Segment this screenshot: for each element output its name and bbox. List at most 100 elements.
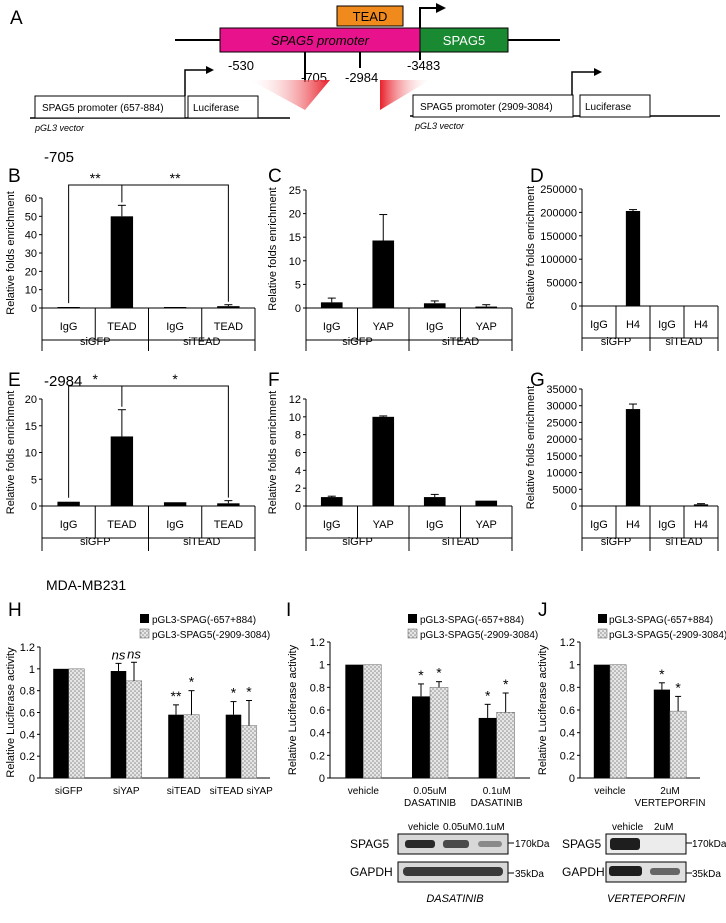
chart-h-annotation: ns bbox=[127, 646, 141, 661]
chart-b-ytick-label: 40 bbox=[25, 230, 37, 242]
chart-h-ytick-label: 0.8 bbox=[20, 686, 35, 698]
western-i-spag5-band-2 bbox=[443, 840, 469, 848]
right-promoter-label: SPAG5 promoter (2909-3084) bbox=[420, 102, 553, 113]
chart-j: 0 0.2 0.4 0.6 0.8 1 1.2 Relative Luciferase act… bbox=[537, 637, 705, 809]
right-vector-label: pGL3 vector bbox=[414, 121, 465, 131]
chart-c-group-label: siTEAD bbox=[442, 336, 479, 348]
chart-h-category-label: siTEAD bbox=[167, 786, 201, 797]
chart-e-ytick-label: 0 bbox=[31, 501, 37, 513]
left-vector-label: pGL3 vector bbox=[34, 123, 85, 133]
chart-e-group-label: siGFP bbox=[80, 536, 111, 548]
chart-g-ytick-label: 35000 bbox=[546, 384, 577, 396]
legend-h: pGL3-SPAG(-657+884) pGL3-SPAG5(-2909-308… bbox=[139, 614, 270, 641]
chart-g-ylabel: Relative folds enrichment bbox=[525, 386, 537, 510]
western-j-lane-2: 2uM bbox=[654, 822, 673, 833]
chart-e-bar bbox=[163, 502, 187, 506]
chart-c-bar bbox=[372, 240, 395, 308]
western-j-kda-35: 35kDa bbox=[692, 869, 721, 880]
chart-i-category-label-line-2: DASATINIB bbox=[404, 798, 456, 809]
chart-f-group-label: siGFP bbox=[342, 536, 373, 548]
chart-h-bar-series-1 bbox=[53, 668, 69, 778]
chart-j-annotation: * bbox=[659, 666, 665, 682]
chart-e: 0 5 10 15 20 Relative folds enrichment IgG TEAD… bbox=[5, 371, 256, 551]
chart-i-ytick-label: 0.2 bbox=[310, 750, 325, 762]
chart-g-bar bbox=[625, 409, 641, 506]
chart-h-bar-series-2 bbox=[126, 680, 143, 779]
chart-d-ytick-label: 50000 bbox=[546, 278, 577, 290]
right-promoter-box bbox=[412, 94, 574, 118]
legend-h-swatch-2 bbox=[139, 628, 150, 639]
chart-i-bar-series-2 bbox=[363, 664, 382, 779]
chart-b-sig-bracket-1 bbox=[68, 184, 123, 304]
chart-h-bar-series-1 bbox=[168, 714, 184, 778]
western-i-gapdh-band bbox=[403, 867, 503, 876]
chart-b-sig-label: ** bbox=[170, 170, 181, 186]
chart-b-category-label: IgG bbox=[60, 321, 78, 333]
right-luciferase-box bbox=[579, 94, 651, 118]
chart-d-category-label: H4 bbox=[626, 319, 640, 331]
chart-e-category-label: IgG bbox=[166, 519, 184, 531]
chart-f-bar bbox=[320, 497, 343, 506]
chart-g-category-label: IgG bbox=[590, 519, 608, 531]
chart-g-ytick-label: 25000 bbox=[546, 417, 577, 429]
chart-g: 0 5000 10000 15000 20000 25000 30000 35000 Relat… bbox=[525, 384, 719, 551]
legend-j-swatch-2 bbox=[597, 628, 608, 639]
chart-g-category-label: H4 bbox=[626, 519, 640, 531]
chart-g-category-label: H4 bbox=[694, 519, 708, 531]
chart-f-bar bbox=[372, 416, 395, 506]
chart-b-bar bbox=[57, 307, 80, 308]
chart-i-annotation: * bbox=[503, 676, 509, 692]
legend-j-label-2: pGL3-SPAG5(-2909-3084) bbox=[609, 630, 726, 641]
row-label-mdamb231: MDA-MB231 bbox=[46, 577, 126, 593]
chart-i-bar-series-1 bbox=[478, 717, 497, 778]
chart-f-category-label: YAP bbox=[476, 519, 497, 531]
chart-h-bar-series-2 bbox=[241, 725, 258, 779]
panel-letter-b: B bbox=[8, 166, 21, 187]
chart-c-category-label: YAP bbox=[476, 321, 497, 333]
western-j: vehicle 2uM SPAG5 170kDa GAPDH 35kDa VER… bbox=[562, 822, 726, 905]
row-label-705: -705 bbox=[44, 149, 74, 166]
chart-f-ytick-label: 6 bbox=[295, 448, 301, 460]
left-promoter-box bbox=[34, 95, 186, 119]
tss-arrowhead-icon bbox=[436, 3, 446, 13]
panel-letter-c: C bbox=[268, 166, 282, 187]
tead-box-label: TEAD bbox=[353, 9, 388, 24]
chart-c-ytick-label: 15 bbox=[289, 232, 301, 244]
chart-c-category-label: YAP bbox=[373, 321, 394, 333]
chart-c-category-label: IgG bbox=[323, 321, 341, 333]
chart-j-bar-series-1 bbox=[593, 664, 610, 778]
chart-i: 0 0.2 0.4 0.6 0.8 1 1.2 Relative Luciferase act… bbox=[287, 637, 530, 809]
chart-d-group-label: siGFP bbox=[601, 336, 632, 348]
right-promoter-arrow-icon bbox=[571, 71, 598, 95]
chart-b-ytick-label: 60 bbox=[25, 193, 37, 205]
chart-c-ytick-label: 5 bbox=[295, 279, 301, 291]
chart-d-category-label: H4 bbox=[694, 319, 708, 331]
chart-i-category-label: vehicle bbox=[348, 786, 380, 797]
western-i-kda-35: 35kDa bbox=[515, 869, 544, 880]
western-i-row-gapdh: GAPDH bbox=[350, 865, 393, 879]
chart-i-annotation: * bbox=[418, 667, 424, 683]
chart-h-category-label: siTEAD siYAP bbox=[210, 786, 273, 797]
chart-h-ytick-label: 0.2 bbox=[20, 751, 35, 763]
chart-i-annotation: * bbox=[485, 687, 491, 703]
legend-h-label-1: pGL3-SPAG(-657+884) bbox=[152, 615, 256, 626]
chart-h-ytick-label: 1 bbox=[29, 664, 35, 676]
chart-g-category-label: IgG bbox=[658, 519, 676, 531]
chart-h-bar-series-2 bbox=[183, 714, 200, 779]
chart-i-category-label-line-1: 0.05uM bbox=[413, 786, 446, 797]
panel-letter-d: D bbox=[530, 166, 544, 187]
chart-f-category-label: IgG bbox=[426, 519, 444, 531]
chart-d-category-label: IgG bbox=[658, 319, 676, 331]
legend-i-swatch-2 bbox=[407, 628, 418, 639]
pos-530: -530 bbox=[228, 58, 254, 73]
chart-b-category-label: IgG bbox=[166, 321, 184, 333]
chart-e-group-label: siTEAD bbox=[183, 536, 220, 548]
chart-j-ytick-label: 0.6 bbox=[560, 705, 575, 717]
chart-e-ytick-label: 15 bbox=[25, 421, 37, 433]
legend-i-swatch-1 bbox=[408, 614, 417, 623]
chart-b-ytick-label: 10 bbox=[25, 285, 37, 297]
chart-f-ytick-label: 0 bbox=[295, 501, 301, 513]
chart-i-ytick-label: 0 bbox=[319, 773, 325, 785]
western-j-gapdh-band-2 bbox=[650, 868, 680, 875]
